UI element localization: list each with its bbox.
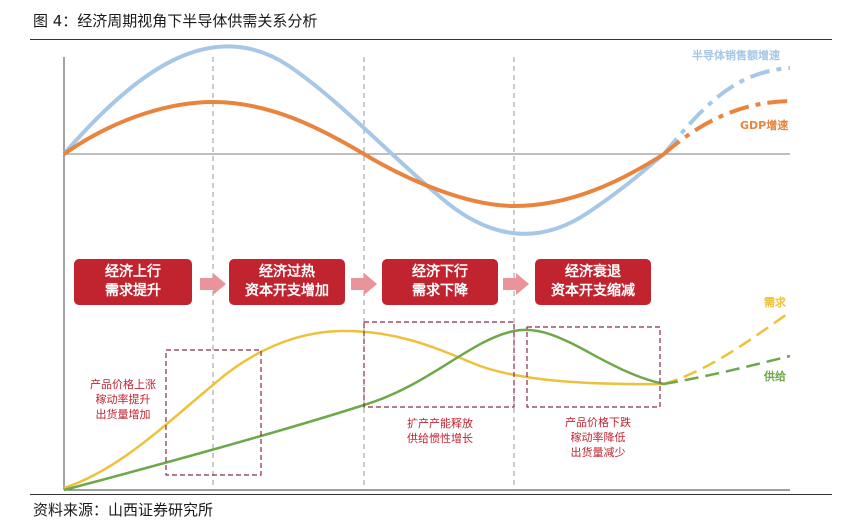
demand-label: 需求 (764, 296, 786, 309)
stage-arrow-3 (503, 273, 529, 295)
demand-curve (63, 329, 665, 490)
stage-line: 资本开支增加 (245, 283, 329, 299)
source-rule (30, 494, 832, 495)
note-line: 产品价格上涨 (90, 378, 156, 391)
supply-curve (63, 328, 665, 492)
note-line: 稼动率提升 (95, 393, 151, 406)
stage-line: 经济过热 (259, 264, 315, 280)
stage-line: 需求下降 (412, 283, 468, 299)
gdp-label: GDP增速 (740, 119, 789, 132)
stage-line: 需求提升 (105, 283, 161, 299)
stage-box-downswing: 经济下行 需求下降 (382, 259, 498, 305)
note-recession: 产品价格下跌 稼动率降低 出货量减少 (548, 415, 648, 460)
note-upswing: 产品价格上涨 稼动率提升 出货量增加 (80, 377, 166, 422)
title-rule (30, 39, 832, 40)
stage-line: 经济下行 (412, 264, 468, 280)
stage-arrow-1 (200, 273, 226, 295)
note-line: 供给惯性增长 (407, 432, 473, 445)
highlight-box-overheat (363, 321, 515, 408)
stage-box-overheat: 经济过热 资本开支增加 (229, 259, 345, 305)
stage-arrow-2 (351, 273, 377, 295)
note-overheat: 扩产产能释放 供给惯性增长 (390, 416, 490, 446)
stage-box-upswing: 经济上行 需求提升 (74, 259, 192, 305)
stage-line: 资本开支缩减 (551, 283, 635, 299)
source-note: 资料来源：山西证券研究所 (33, 501, 214, 519)
note-line: 产品价格下跌 (565, 416, 631, 429)
semi-sales-forecast (662, 66, 791, 156)
demand-forecast (663, 310, 791, 386)
stage-box-recession: 经济衰退 资本开支缩减 (535, 259, 651, 305)
highlight-box-recession (526, 326, 661, 408)
semi-sales-label: 半导体销售额增速 (692, 49, 780, 62)
supply-forecast (663, 354, 791, 386)
note-line: 出货量减少 (570, 446, 626, 459)
note-line: 出货量增加 (95, 408, 151, 421)
stage-line: 经济衰退 (565, 264, 621, 280)
gdp-forecast (662, 99, 791, 156)
supply-label: 供给 (764, 370, 786, 383)
stage-line: 经济上行 (105, 264, 161, 280)
gdp-curve (62, 99, 666, 209)
semi-sales-curve (62, 44, 666, 236)
figure-title: 图 4：经济周期视角下半导体供需关系分析 (33, 12, 318, 30)
note-line: 扩产产能释放 (407, 417, 473, 430)
note-line: 稼动率降低 (570, 431, 626, 444)
highlight-box-upswing (165, 349, 262, 476)
